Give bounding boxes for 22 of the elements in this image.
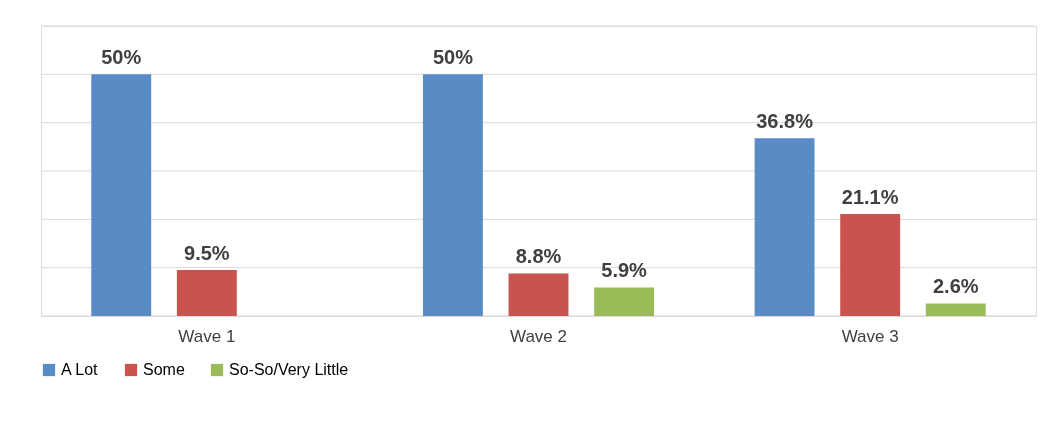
data-label: 2.6% [932,275,979,298]
bar [594,287,655,316]
data-label: 9.5% [184,242,230,265]
data-label: 50% [432,46,474,69]
data-label: 8.8% [515,245,562,268]
data-label: 36.8% [756,110,814,133]
legend-label: A Lot [61,361,99,378]
legend-label: Some [143,361,185,378]
legend-label: So-So/Very Little [229,361,349,378]
data-label: 5.9% [601,259,648,282]
bar [91,74,152,316]
data-label: 21.1% [841,186,899,209]
bar [925,303,986,316]
data-label: 50% [101,46,142,69]
x-tick-label: Wave 1 [178,326,236,346]
x-tick-label: Wave 2 [509,326,568,346]
x-tick-label: Wave 3 [841,326,899,346]
bar [422,74,483,316]
bar [754,138,815,316]
bar [508,273,569,316]
bar [176,270,237,316]
bar [840,214,901,316]
